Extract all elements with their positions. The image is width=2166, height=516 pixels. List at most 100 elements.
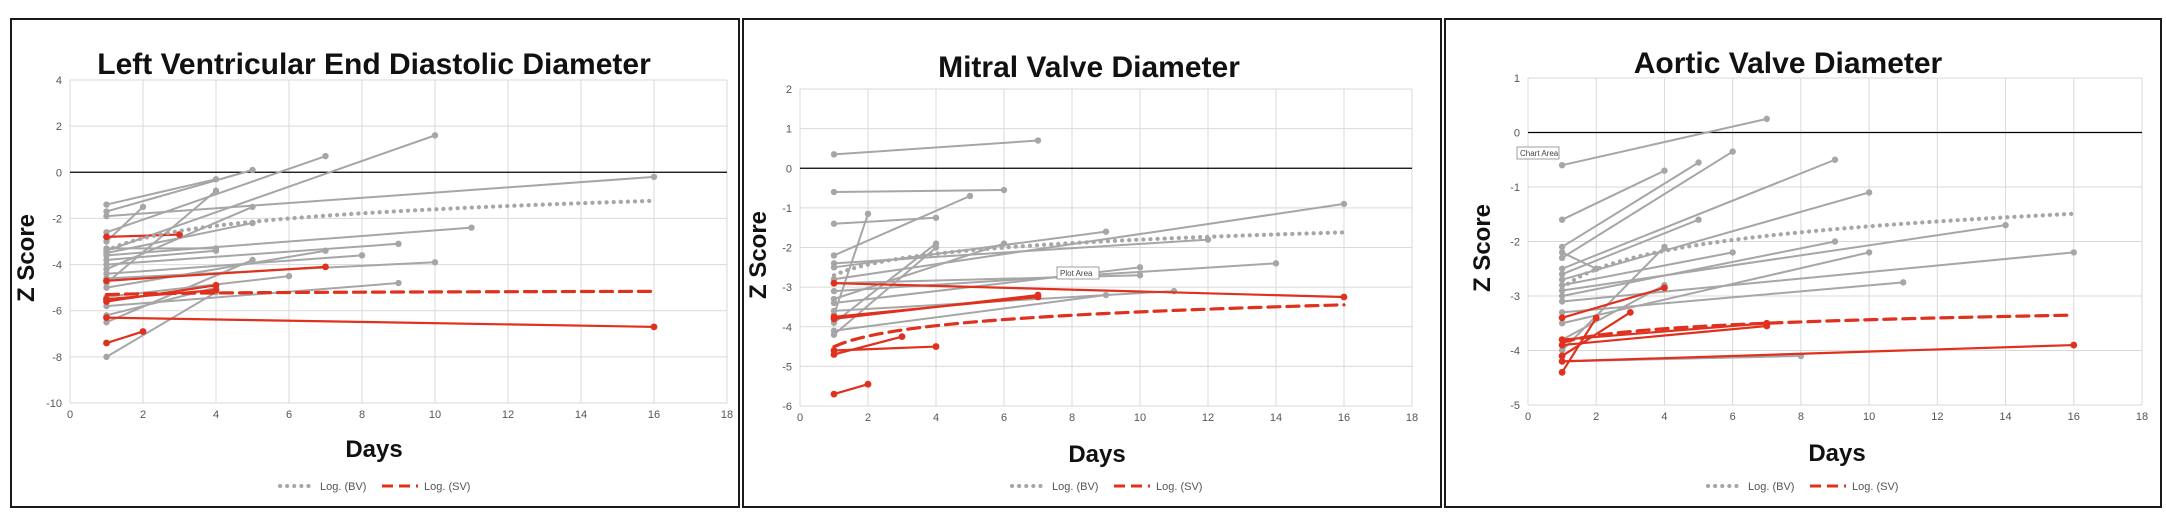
bv-series-point: [395, 279, 402, 287]
sv-series-point: [103, 277, 110, 285]
trendline-sv: [104, 289, 656, 297]
legend[interactable]: Log. (BV) Log. (SV): [278, 481, 470, 493]
bv-series-line: [1561, 158, 1836, 270]
bv-series-point: [468, 224, 475, 231]
bv-series-line: [1561, 169, 1665, 221]
bv-series-point: [285, 272, 293, 280]
bv-series-line: [106, 175, 655, 218]
sv-series-point: [1661, 284, 1668, 292]
y-tick-label: -10: [46, 398, 62, 410]
bv-series-point: [1102, 228, 1110, 235]
bv-series-line: [833, 202, 1345, 281]
legend[interactable]: Log. (BV) Log. (SV): [1706, 481, 1898, 493]
legend-sv-label: Log. (SV): [1852, 481, 1898, 493]
bv-series-line: [1561, 251, 1870, 325]
legend-bv-label: Log. (BV): [320, 481, 366, 493]
x-tick-label: 16: [648, 409, 660, 421]
bv-series-point: [1558, 249, 1566, 256]
tooltip-text: Plot Area: [1060, 269, 1093, 278]
sv-series-point: [830, 390, 838, 398]
lvedd-chart-panel[interactable]: 0 2 4 6 8 10 12 14 16 18 -10 -8 -6 -4 -2 0 2 4 Left Ventr…: [10, 18, 740, 508]
aortic-chart-panel[interactable]: 0 2 4 6 8 10 12 14 16 18 -5 -4 -3 -2 -1 0 1 Aortic Valve…: [1444, 18, 2162, 508]
bv-series-line: [106, 178, 217, 206]
bv-series-point: [103, 256, 110, 264]
sv-series-line: [833, 383, 869, 396]
x-tick-label: 6: [1730, 411, 1736, 423]
y-tick-label: 0: [56, 167, 62, 179]
bv-series-point: [103, 208, 110, 215]
y-tick-label: -2: [782, 243, 792, 255]
sv-series-point: [176, 231, 183, 238]
x-tick-label: 10: [1134, 412, 1146, 424]
mitral-chart-panel[interactable]: 0 2 4 6 8 10 12 14 16 18 -6 -5 -4 -3 -2 -1 0 1 2 Mitral Va…: [742, 18, 1442, 508]
bv-series-point: [1000, 240, 1008, 247]
y-axis-title: Z Score: [745, 211, 772, 299]
bv-series-line: [106, 169, 253, 213]
sv-series-point: [1558, 314, 1566, 322]
y-tick-label: -2: [1510, 237, 1520, 249]
y-tick-label: -1: [782, 203, 792, 215]
sv-series-point: [1592, 314, 1600, 322]
y-tick-label: 2: [786, 84, 792, 96]
bv-series-line: [1562, 281, 1904, 314]
x-axis-title: Days: [1068, 441, 1125, 468]
x-tick-label: 16: [2068, 411, 2080, 423]
x-tick-label: 14: [1999, 411, 2011, 423]
bv-series-line: [1561, 240, 1836, 297]
x-tick-label: 4: [1661, 411, 1667, 423]
y-tick-label: -2: [52, 213, 62, 225]
bv-series-line: [106, 222, 253, 255]
bv-series-point: [830, 151, 838, 158]
bv-series-line: [106, 249, 217, 261]
bv-series-point: [103, 270, 110, 277]
y-tick-label: -4: [52, 260, 62, 272]
bv-series-point: [864, 210, 872, 218]
sv-series-point: [103, 233, 110, 241]
bv-series-point: [1558, 265, 1566, 272]
x-tick-label: 12: [1202, 412, 1214, 424]
bv-series-point: [966, 192, 974, 200]
bv-series-point: [1831, 156, 1839, 163]
bv-series-point: [650, 173, 658, 181]
bv-series-point: [431, 132, 439, 139]
bv-series-point: [103, 319, 110, 326]
bv-series-point: [1136, 264, 1144, 271]
bv-series-line: [106, 242, 399, 266]
bv-series-point: [1661, 167, 1668, 174]
bv-series-line: [1561, 246, 1666, 352]
bv-series-point: [1729, 148, 1736, 155]
bv-series-point: [1558, 216, 1566, 223]
sv-series-point: [322, 263, 329, 271]
hover-tooltip: Plot Area: [1056, 266, 1100, 280]
bv-series-point: [2070, 249, 2077, 256]
bv-series-point: [1558, 243, 1566, 251]
bv-series-line: [1561, 251, 1733, 287]
bv-series-line: [106, 254, 363, 275]
bv-series-line: [1561, 224, 2006, 292]
bv-series-point: [103, 261, 110, 268]
y-tick-label: -5: [782, 361, 792, 373]
bv-series-line: [833, 189, 1005, 194]
bv-series-point: [1865, 249, 1873, 256]
legend[interactable]: Log. (BV) Log. (SV): [1010, 481, 1202, 493]
y-tick-label: 4: [56, 75, 62, 87]
bv-series-point: [1763, 115, 1770, 123]
sv-series-point: [2070, 341, 2078, 349]
bv-series-line: [105, 291, 217, 358]
sv-series-point: [139, 328, 147, 335]
bv-series-line: [1561, 150, 1734, 259]
hover-tooltip: Chart Area: [1516, 146, 1560, 160]
sv-series-point: [1558, 352, 1566, 360]
y-tick-label: 2: [56, 121, 62, 133]
x-tick-label: 8: [1798, 411, 1804, 423]
sv-series-point: [932, 343, 940, 350]
bv-series-point: [103, 284, 110, 291]
trendline-sv: [832, 303, 1346, 349]
x-tick-label: 12: [1931, 411, 1943, 423]
bv-series-point: [2002, 221, 2009, 229]
aortic-chart: 0 2 4 6 8 10 12 14 16 18 -5 -4 -3 -2 -1 0 1 Aortic Valve…: [1469, 47, 2148, 493]
x-tick-label: 0: [67, 409, 73, 421]
x-tick-label: 8: [359, 409, 365, 421]
y-tick-label: -6: [782, 401, 792, 413]
